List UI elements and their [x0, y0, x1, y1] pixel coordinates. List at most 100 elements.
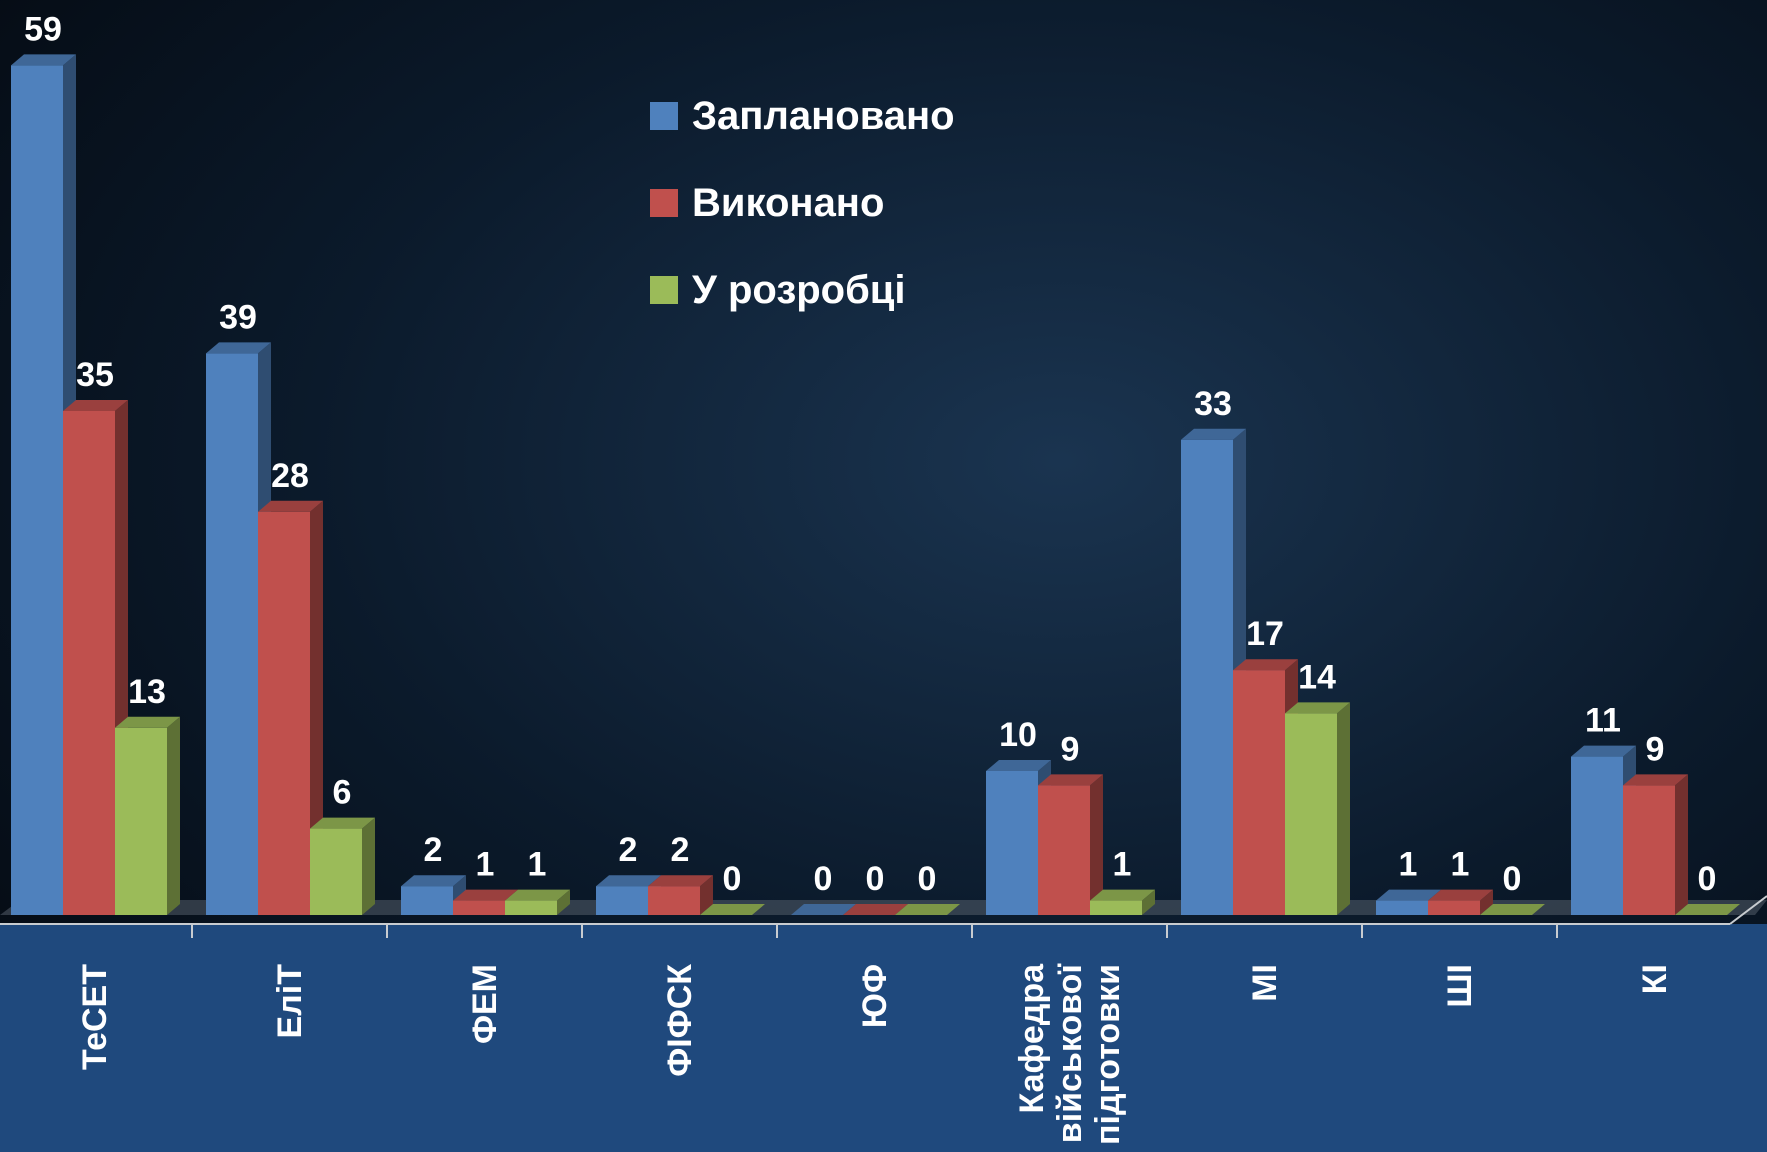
value-label: 11 [1585, 702, 1621, 740]
value-label: 0 [723, 860, 742, 898]
bar-top [791, 904, 856, 915]
bar-side [1675, 774, 1688, 915]
bar [1376, 900, 1428, 915]
value-label: 28 [271, 457, 309, 495]
bar-top [401, 875, 466, 887]
value-label: 59 [24, 10, 62, 48]
value-label: 0 [1503, 860, 1522, 898]
bar [1181, 439, 1233, 915]
bar-top [1675, 904, 1740, 915]
bar-top [1090, 889, 1155, 901]
value-label: 0 [866, 860, 885, 898]
x-tick-label: ФІФСК [661, 964, 699, 1077]
x-tick-label: ШІ [1441, 964, 1479, 1008]
bar-top [1181, 428, 1246, 440]
x-tick-label: ЕліТ [271, 964, 309, 1039]
value-label: 39 [219, 298, 257, 336]
bar-top [648, 875, 713, 887]
value-label: 10 [999, 716, 1037, 754]
bar [596, 886, 648, 915]
value-label: 0 [1698, 860, 1717, 898]
bar [206, 353, 258, 915]
bar-top [1233, 659, 1298, 671]
bar [986, 771, 1038, 915]
bar-top [895, 904, 960, 915]
value-label: 1 [1399, 846, 1418, 884]
value-label: 1 [528, 846, 547, 884]
value-label: 17 [1246, 615, 1284, 653]
bar-top [700, 904, 765, 915]
bar-top [1571, 745, 1636, 757]
legend-swatch [650, 102, 678, 130]
value-label: 33 [1194, 385, 1232, 423]
x-tick-label: ТеСЕТ [76, 964, 114, 1070]
value-label: 14 [1298, 658, 1336, 696]
bar-top [1623, 774, 1688, 786]
bar-side [700, 875, 713, 915]
bar [310, 828, 362, 915]
value-label: 1 [1113, 846, 1132, 884]
bar-top [1480, 904, 1545, 915]
bar [1285, 713, 1337, 915]
bar [505, 900, 557, 915]
bar [453, 900, 505, 915]
x-tick-label: ФЕМ [466, 964, 504, 1045]
bar [1623, 785, 1675, 915]
category-band [0, 924, 1767, 1152]
floor-edge [1729, 895, 1767, 925]
bar-top [1285, 702, 1350, 714]
bar-top [505, 889, 570, 901]
bar-top [63, 400, 128, 411]
value-label: 0 [814, 860, 833, 898]
bar-top [310, 817, 375, 829]
bar-top [1428, 889, 1493, 901]
bar-top [596, 875, 661, 887]
bar [1571, 756, 1623, 915]
bar-top [11, 54, 76, 66]
bar-top [453, 889, 518, 901]
legend-swatch [650, 189, 678, 217]
bar [11, 65, 63, 915]
value-label: 13 [128, 673, 166, 711]
bar-top [115, 716, 180, 728]
bar [115, 727, 167, 915]
bar [1428, 900, 1480, 915]
legend-label: У розробці [692, 268, 906, 312]
bar-top [1376, 889, 1441, 901]
value-label: 1 [1451, 846, 1470, 884]
bar-side [557, 889, 570, 915]
value-label: 35 [76, 356, 114, 394]
bar [258, 511, 310, 915]
bar-side [1090, 774, 1103, 915]
value-label: 9 [1061, 730, 1080, 768]
value-label: 9 [1646, 730, 1665, 768]
bar-side [310, 500, 323, 915]
bar-side [1480, 889, 1493, 915]
x-tick-label: ЮФ [856, 964, 894, 1029]
bar [1233, 670, 1285, 915]
bar-side [362, 817, 375, 915]
bar [1038, 785, 1090, 915]
value-label: 2 [424, 831, 443, 869]
value-label: 1 [476, 846, 495, 884]
value-label: 0 [918, 860, 937, 898]
bar-side [167, 716, 180, 915]
bar [648, 886, 700, 915]
bar-side [1337, 702, 1350, 915]
legend-swatch [650, 276, 678, 304]
x-tick-label: КІ [1636, 964, 1674, 995]
value-label: 2 [619, 831, 638, 869]
bar [1090, 900, 1142, 915]
x-tick-label: Кафедра військової підготовки [1013, 964, 1127, 1145]
bar-top [1038, 774, 1103, 786]
bar-top [843, 904, 908, 915]
legend-label: Заплановано [692, 94, 955, 138]
bar-top [258, 500, 323, 512]
bar [401, 886, 453, 915]
bar-side [1142, 889, 1155, 915]
legend-label: Виконано [692, 181, 884, 225]
bar-top [986, 760, 1051, 771]
value-label: 6 [333, 774, 352, 812]
